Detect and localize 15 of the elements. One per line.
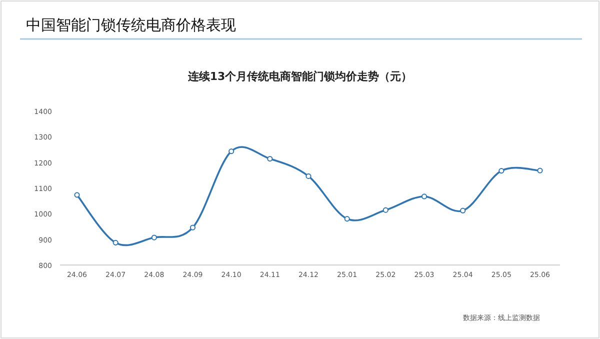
point	[267, 156, 273, 162]
point	[421, 194, 428, 200]
point	[74, 192, 80, 198]
point	[498, 168, 504, 174]
point	[190, 224, 196, 230]
chart-subtitle: 连续13个月传统电商智能门锁均价走势（元）	[186, 70, 412, 83]
point	[382, 207, 388, 213]
point	[306, 173, 312, 179]
point	[228, 148, 234, 154]
point	[460, 208, 466, 214]
point	[344, 216, 350, 222]
chart-title: 中国智能门锁传统电商价格表现	[26, 16, 236, 34]
point	[112, 240, 118, 246]
point	[537, 168, 543, 174]
point	[151, 234, 157, 240]
